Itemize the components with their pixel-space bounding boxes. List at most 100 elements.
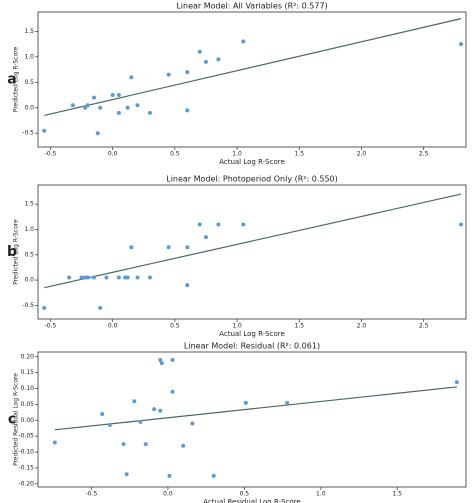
point — [243, 400, 248, 405]
x-tick-label: -0.5 — [45, 151, 57, 158]
y-tick-label: 0.5 — [24, 79, 34, 86]
y-tick-label: 0.20 — [21, 353, 35, 360]
x-tick-label: -0.5 — [86, 491, 98, 498]
point — [166, 245, 171, 250]
x-tick-label: 0.0 — [108, 323, 118, 330]
y-tick-label: 0.0 — [24, 277, 34, 284]
point — [52, 440, 57, 445]
point — [79, 275, 84, 280]
x-tick-label: 2.0 — [357, 323, 367, 330]
point — [216, 57, 221, 62]
y-axis-label: Predicted Log R-Score — [13, 46, 20, 112]
point — [197, 49, 202, 54]
x-tick-label: 0.5 — [170, 151, 180, 158]
point — [83, 105, 88, 110]
y-tick-label: 0.5 — [24, 251, 34, 258]
point — [203, 59, 208, 64]
point — [167, 473, 172, 478]
point — [185, 245, 190, 250]
chart-title: Linear Model: Photoperiod Only (R²: 0.55… — [166, 175, 338, 184]
y-tick-label: -0.5 — [22, 130, 34, 137]
x-tick-label: 2.0 — [357, 151, 367, 158]
point — [85, 103, 90, 108]
point — [147, 110, 152, 115]
y-tick-label: 0.0 — [24, 104, 34, 111]
y-tick-label: 1.0 — [24, 53, 34, 60]
x-axis-label: Actual Residual Log R-Score — [203, 498, 300, 503]
x-tick-label: 2.5 — [419, 323, 429, 330]
y-tick-label: 0.00 — [21, 417, 35, 424]
point — [181, 443, 186, 448]
point — [241, 39, 246, 44]
point — [158, 408, 163, 413]
y-tick-label: 0.10 — [21, 385, 35, 392]
x-tick-label: 0.5 — [240, 491, 250, 498]
point — [91, 275, 96, 280]
plot-frame — [37, 11, 467, 148]
x-tick-label: 1.0 — [232, 151, 242, 158]
x-tick-label: -0.5 — [45, 323, 57, 330]
point — [459, 42, 464, 47]
point — [110, 93, 115, 98]
point — [285, 400, 290, 405]
point — [135, 103, 140, 108]
fit-line — [44, 193, 462, 289]
point — [95, 131, 100, 136]
plot-frame — [37, 184, 467, 320]
point — [454, 380, 459, 385]
y-tick-label: 0.05 — [21, 401, 35, 408]
point — [211, 473, 216, 478]
point — [170, 389, 175, 394]
x-axis-label: Actual Log R-Score — [219, 158, 285, 166]
x-axis-label: Actual Log R-Score — [219, 330, 285, 338]
point — [129, 245, 134, 250]
point — [170, 357, 175, 362]
panel-label: b — [7, 244, 17, 260]
point — [185, 283, 190, 288]
point — [203, 235, 208, 240]
x-tick-label: 0.5 — [170, 323, 180, 330]
point — [116, 93, 121, 98]
chart-title: Linear Model: All Variables (R²: 0.577) — [176, 2, 327, 11]
point — [91, 95, 96, 100]
point — [100, 411, 105, 416]
point — [129, 75, 134, 80]
point — [135, 275, 140, 280]
chart-title: Linear Model: Residual (R²: 0.061) — [184, 342, 320, 351]
point — [121, 442, 126, 447]
point — [138, 419, 143, 424]
point — [125, 105, 130, 110]
x-tick-label: 2.5 — [419, 151, 429, 158]
point — [107, 423, 112, 428]
point — [158, 357, 163, 362]
point — [143, 442, 148, 447]
x-tick-label: 1.5 — [392, 491, 402, 498]
point — [197, 222, 202, 227]
point — [185, 70, 190, 75]
x-tick-label: 1.0 — [316, 491, 326, 498]
point — [125, 275, 130, 280]
point — [152, 407, 157, 412]
point — [67, 275, 72, 280]
point — [185, 108, 190, 113]
panel-label: c — [8, 412, 16, 428]
point — [42, 305, 47, 310]
point — [190, 421, 195, 426]
y-tick-label: 1.5 — [24, 28, 34, 35]
y-tick-label: -0.20 — [18, 480, 34, 487]
point — [98, 305, 103, 310]
fit-line — [44, 18, 462, 116]
x-tick-label: 1.5 — [295, 323, 305, 330]
point — [70, 103, 75, 108]
point — [124, 472, 129, 477]
y-tick-label: -0.10 — [18, 449, 34, 456]
y-tick-label: -0.5 — [22, 302, 34, 309]
point — [98, 105, 103, 110]
panel-label: a — [7, 72, 16, 88]
x-tick-label: 1.5 — [295, 151, 305, 158]
y-axis-label: Predicted Log R-Score — [13, 219, 20, 285]
point — [216, 222, 221, 227]
x-tick-label: 0.0 — [108, 151, 118, 158]
point — [241, 222, 246, 227]
